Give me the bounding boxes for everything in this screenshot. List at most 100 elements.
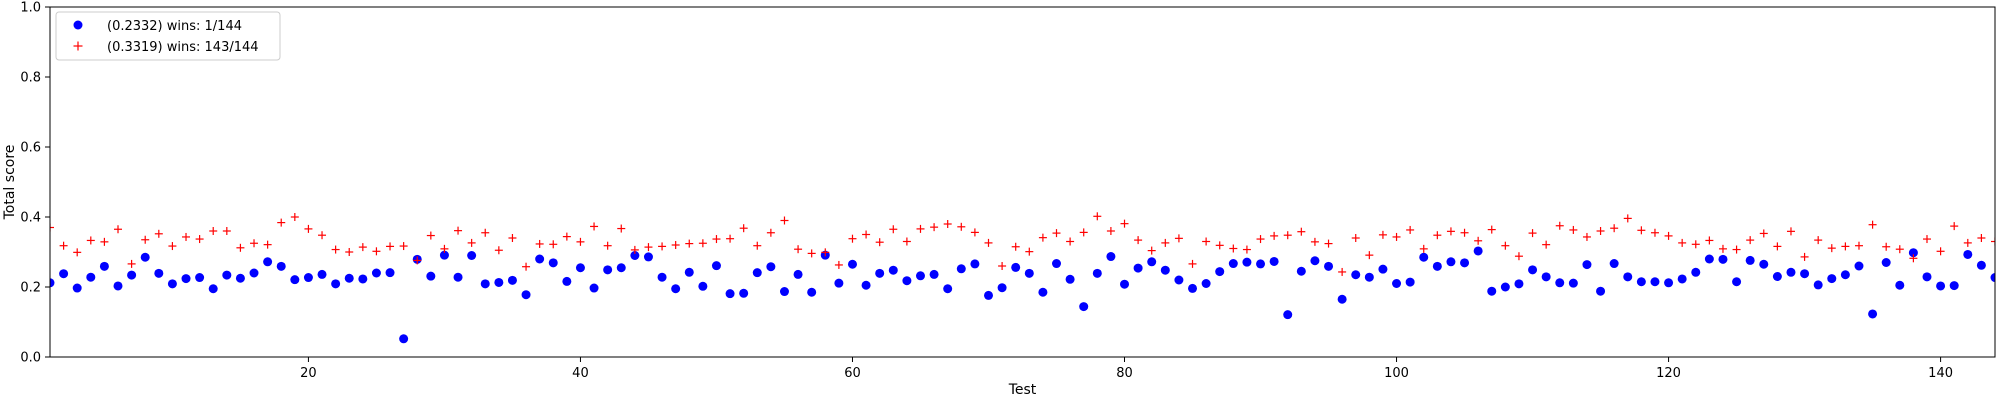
data-point: [1963, 249, 1973, 259]
data-point: [1024, 268, 1034, 278]
data-point: [780, 216, 789, 225]
data-point: [86, 272, 96, 282]
data-point: [521, 290, 531, 300]
data-point: [440, 244, 449, 253]
data-point: [222, 227, 231, 235]
legend-marker-series-1: [73, 20, 83, 30]
data-point: [127, 270, 137, 280]
data-point: [875, 268, 885, 278]
data-point: [535, 239, 544, 248]
data-point: [127, 259, 136, 268]
data-point: [195, 235, 204, 244]
data-point: [1637, 226, 1646, 235]
data-point: [236, 243, 245, 252]
data-point: [140, 252, 150, 262]
data-point: [847, 259, 857, 269]
data-point: [1664, 231, 1673, 240]
data-point: [249, 268, 259, 278]
data-point: [590, 222, 599, 231]
data-point: [1147, 246, 1156, 255]
data-point: [318, 231, 327, 240]
data-point: [902, 237, 911, 246]
data-point: [1582, 260, 1592, 270]
data-point: [1038, 233, 1047, 242]
data-point: [1854, 261, 1864, 271]
data-point: [1990, 273, 1995, 283]
data-point: [154, 268, 164, 278]
data-point: [1283, 231, 1292, 240]
data-point: [358, 274, 368, 284]
data-point: [1623, 214, 1632, 223]
data-point: [1840, 270, 1850, 280]
data-point: [50, 278, 55, 288]
data-point: [1854, 241, 1863, 250]
plot-area-frame: [49, 6, 1996, 358]
data-point: [1093, 212, 1102, 221]
data-point: [1092, 268, 1102, 278]
data-point: [684, 267, 694, 277]
data-point: [929, 269, 939, 279]
data-point: [658, 242, 667, 251]
legend-label-series-2: (0.3319) wins: 143/144: [107, 40, 259, 55]
data-point: [1066, 237, 1075, 246]
data-point: [59, 269, 69, 279]
data-point: [1446, 227, 1455, 236]
data-point: [59, 241, 68, 250]
data-point: [589, 283, 599, 293]
data-point: [1052, 229, 1061, 238]
data-point: [1487, 286, 1497, 296]
data-point: [385, 268, 395, 278]
data-point: [99, 261, 109, 271]
y-tick-label: 0.0: [20, 351, 41, 366]
data-point: [1378, 230, 1387, 239]
data-point: [1610, 224, 1619, 233]
data-point: [1909, 254, 1918, 263]
data-point: [290, 275, 300, 285]
data-point: [1786, 227, 1795, 236]
data-point: [889, 225, 898, 234]
data-point: [1582, 232, 1591, 241]
data-point: [1623, 272, 1633, 282]
y-tick-label: 0.6: [20, 141, 41, 156]
data-point: [1392, 232, 1401, 241]
y-axis-label: Total score: [2, 145, 18, 221]
data-point: [1609, 259, 1619, 269]
data-point: [181, 274, 191, 284]
data-point: [1460, 258, 1470, 268]
data-point: [1215, 241, 1224, 250]
data-point: [372, 247, 381, 256]
data-point: [698, 239, 707, 248]
data-point: [821, 248, 830, 257]
y-axis-ticks: 0.0 0.2 0.4 0.6 0.8 1.0: [20, 1, 50, 366]
data-point: [875, 238, 884, 247]
data-point: [1337, 294, 1347, 304]
data-point: [616, 263, 626, 273]
data-point: [752, 268, 762, 278]
data-point: [263, 240, 272, 249]
data-point: [1310, 237, 1319, 246]
data-point: [1433, 231, 1442, 240]
data-point: [562, 276, 572, 286]
data-point: [1188, 259, 1197, 268]
data-point: [698, 281, 708, 291]
data-point: [1800, 269, 1810, 279]
data-point: [1106, 227, 1115, 235]
data-marks: [50, 212, 1995, 344]
data-point: [1596, 286, 1606, 296]
data-point: [1963, 238, 1972, 247]
data-point: [1269, 256, 1279, 266]
data-point: [1759, 229, 1768, 238]
data-point: [1814, 236, 1823, 245]
data-point: [1324, 239, 1333, 248]
data-point: [1364, 272, 1374, 282]
data-point: [548, 258, 558, 268]
data-point: [1134, 236, 1143, 245]
data-point: [426, 271, 436, 281]
x-tick-label: 80: [1116, 366, 1133, 381]
data-point: [208, 284, 218, 294]
x-tick-label: 120: [1656, 366, 1681, 381]
data-point: [86, 236, 95, 245]
data-point: [794, 245, 803, 254]
data-point: [630, 245, 639, 254]
data-point: [1133, 263, 1143, 273]
